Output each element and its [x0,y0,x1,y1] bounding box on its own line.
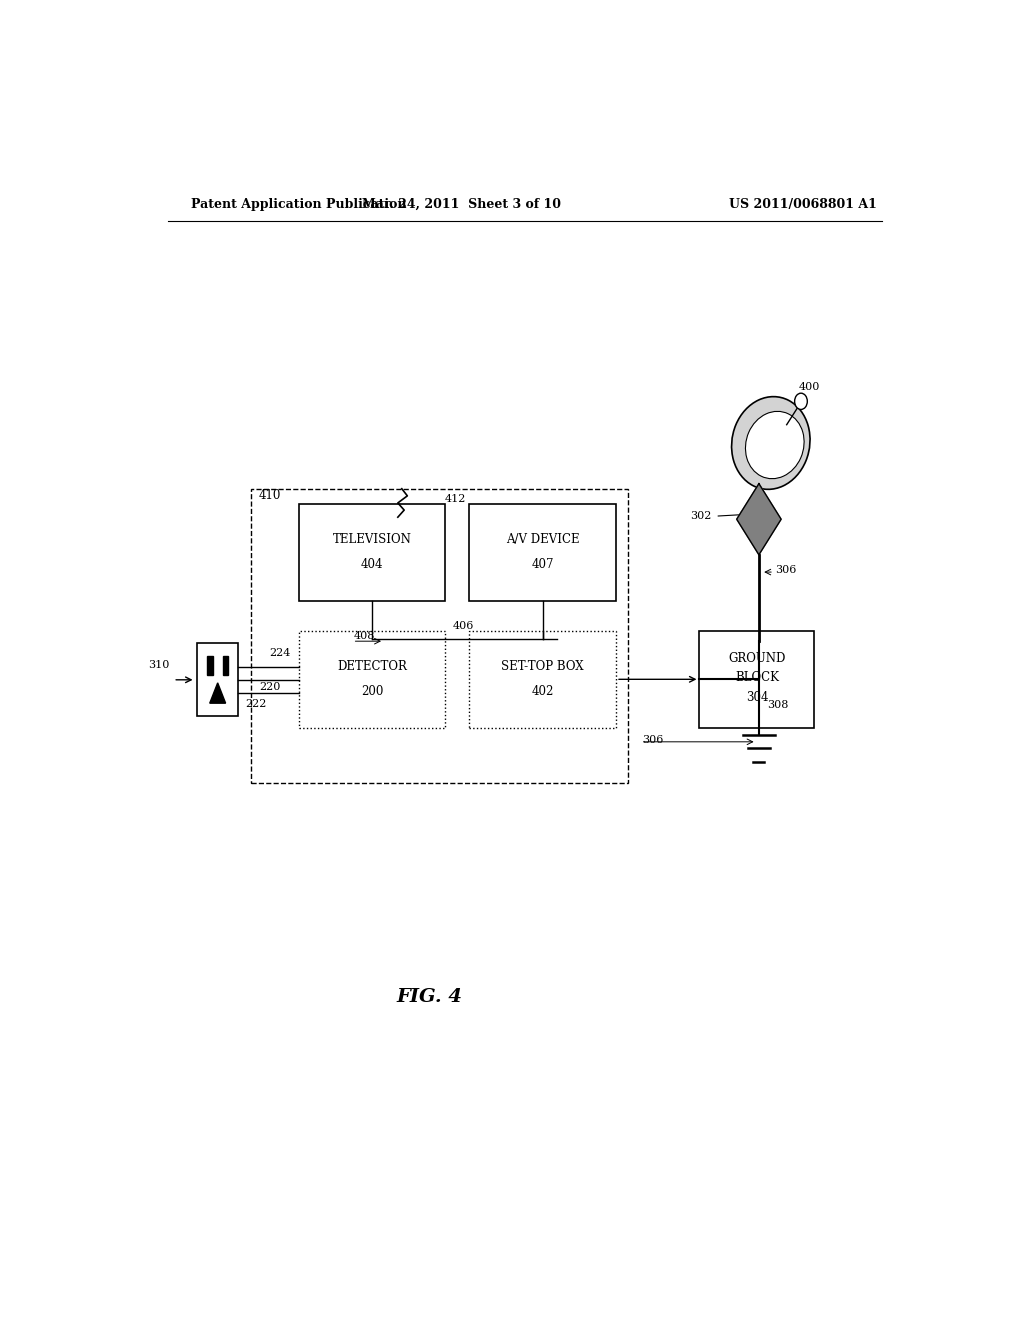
Circle shape [795,393,807,409]
Text: 412: 412 [445,494,467,504]
Ellipse shape [745,412,804,479]
Text: 308: 308 [767,700,788,710]
Text: Patent Application Publication: Patent Application Publication [191,198,407,211]
Text: 402: 402 [531,685,554,698]
Bar [223,656,228,675]
Text: 302: 302 [690,511,712,521]
Text: 407: 407 [531,558,554,572]
Text: TELEVISION: TELEVISION [333,532,412,545]
Text: FIG. 4: FIG. 4 [396,987,463,1006]
Text: 408: 408 [354,631,376,642]
Text: 220: 220 [259,682,281,692]
Bar [207,656,213,675]
Text: 224: 224 [269,648,291,659]
Bar [251,488,628,784]
Text: 306: 306 [775,565,797,576]
Text: SET-TOP BOX: SET-TOP BOX [502,660,584,673]
Text: 310: 310 [147,660,169,669]
Text: 306: 306 [642,735,664,744]
Text: 410: 410 [259,490,282,503]
Text: 200: 200 [360,685,383,698]
Text: 406: 406 [453,620,473,631]
Bar [699,631,814,727]
Text: DETECTOR: DETECTOR [337,660,407,673]
Bar [197,643,239,717]
Text: US 2011/0068801 A1: US 2011/0068801 A1 [729,198,877,211]
Text: GROUND: GROUND [728,652,785,665]
Bar [469,631,616,727]
Text: BLOCK: BLOCK [735,671,779,684]
Polygon shape [736,483,781,554]
Text: 304: 304 [745,692,768,704]
Text: 222: 222 [246,700,267,709]
Bar [299,504,445,601]
Text: 404: 404 [360,558,383,572]
Bar [299,631,445,727]
Text: A/V DEVICE: A/V DEVICE [506,532,580,545]
Polygon shape [210,682,225,704]
Bar [469,504,616,601]
Text: 400: 400 [799,381,820,392]
Ellipse shape [731,396,810,490]
Text: Mar. 24, 2011  Sheet 3 of 10: Mar. 24, 2011 Sheet 3 of 10 [361,198,561,211]
